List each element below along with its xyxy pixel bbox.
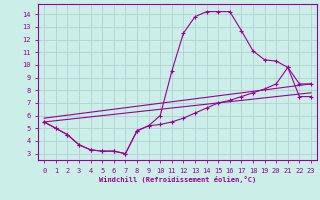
X-axis label: Windchill (Refroidissement éolien,°C): Windchill (Refroidissement éolien,°C): [99, 176, 256, 183]
